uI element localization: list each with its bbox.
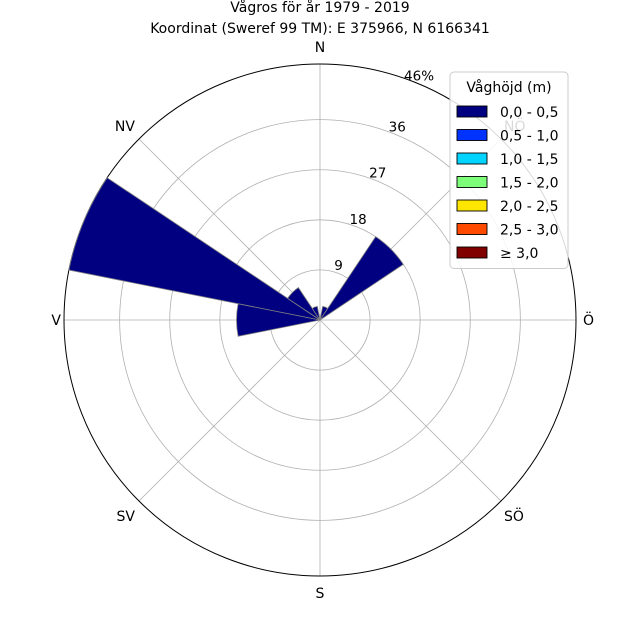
wedge-337_5 — [311, 305, 321, 321]
polar-frame — [63, 63, 577, 577]
legend-label: 1,5 - 2,0 — [500, 176, 558, 192]
angular-gridline — [138, 319, 321, 502]
legend: Våghöjd (m) 0,0 - 0,5 0,5 - 1,0 1,0 - 1,5 1,… — [449, 71, 569, 269]
legend-box — [449, 71, 569, 269]
wedge-45 — [319, 236, 404, 321]
direction-label: SÖ — [504, 507, 524, 525]
legend-label: ≥ 3,0 — [500, 246, 538, 262]
legend-swatch — [456, 223, 488, 235]
legend-label: 1,0 - 1,5 — [500, 152, 558, 168]
radial-tick-label: 9 — [334, 258, 343, 274]
angular-gridline — [319, 319, 502, 502]
legend-swatch — [456, 105, 488, 118]
wedge-315 — [287, 287, 321, 321]
radial-tick-label: 27 — [369, 166, 386, 182]
radial-tick-label: 36 — [389, 120, 406, 136]
direction-label: N — [315, 40, 325, 56]
legend-swatch — [456, 152, 488, 165]
direction-label: Ö — [583, 311, 594, 329]
direction-label: NV — [115, 119, 135, 135]
legend-label: 2,0 - 2,5 — [500, 199, 558, 215]
angular-gridline — [138, 138, 321, 321]
radial-gridline — [169, 169, 471, 471]
legend-swatch — [456, 176, 488, 188]
direction-label: S — [316, 586, 325, 602]
legend-label: 0,5 - 1,0 — [500, 129, 558, 145]
chart-subtitle: Koordinat (Sweref 99 TM): E 375966, N 61… — [150, 21, 490, 37]
legend-label: 0,0 - 0,5 — [500, 105, 558, 121]
legend-label: 2,5 - 3,0 — [500, 223, 558, 239]
direction-label: SV — [116, 509, 135, 525]
legend-swatch — [456, 199, 488, 212]
legend-swatch — [456, 246, 488, 259]
radial-tick-label: 18 — [350, 212, 367, 228]
radial-gridline — [119, 119, 521, 521]
radial-tick-label: 46% — [404, 68, 434, 84]
legend-swatch — [456, 129, 488, 141]
direction-label: V — [51, 313, 61, 329]
legend-title: Våghöjd (m) — [466, 79, 551, 96]
radial-gridline — [219, 219, 421, 421]
chart-title: Vågros för år 1979 - 2019 — [230, 0, 409, 16]
wedge-292_5 — [68, 177, 321, 321]
